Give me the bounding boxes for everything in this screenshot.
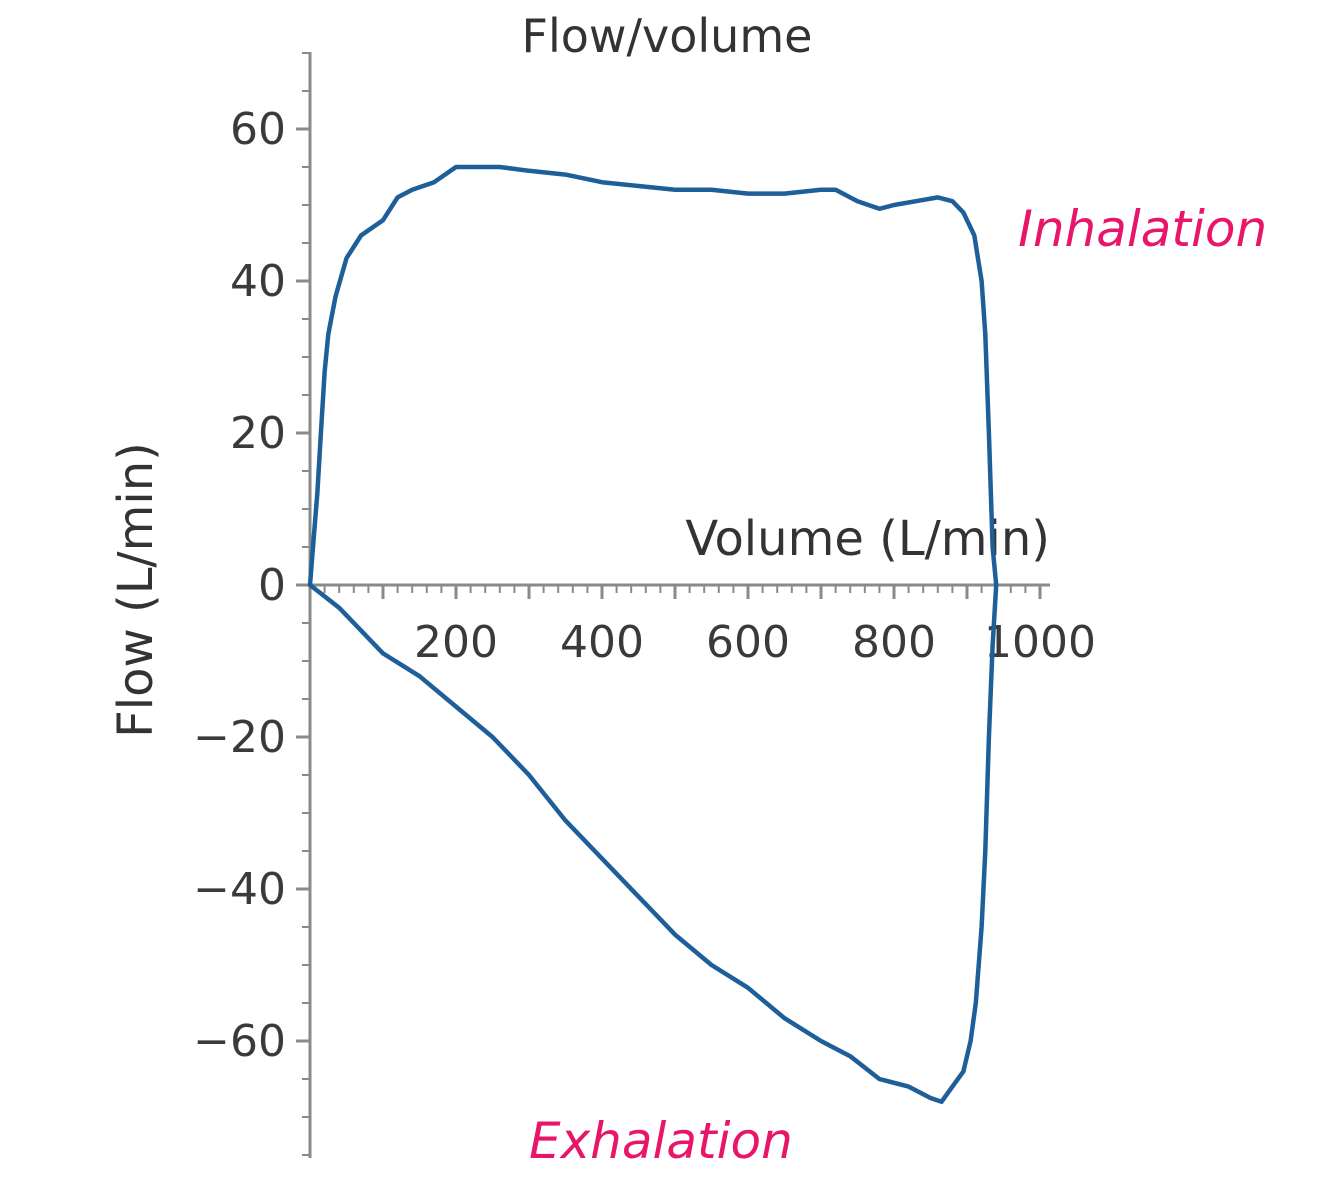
- chart-title: Flow/volume: [522, 9, 813, 63]
- x-tick-label: 800: [852, 617, 936, 668]
- annotation-label: Exhalation: [529, 1112, 793, 1170]
- annotation-label: Inhalation: [1018, 200, 1267, 258]
- y-tick-label: −40: [193, 864, 286, 915]
- x-axis-title: Volume (L/min): [685, 511, 1050, 567]
- y-axis-title: Flow (L/min): [108, 442, 164, 738]
- y-tick-label: −60: [193, 1016, 286, 1067]
- y-tick-label: −20: [193, 712, 286, 763]
- y-tick-label: 40: [230, 256, 286, 307]
- y-tick-label: 60: [230, 104, 286, 155]
- series-line: [307, 164, 999, 1105]
- x-tick-label: 400: [560, 617, 644, 668]
- annotations: Inhalation Exhalation: [529, 200, 1267, 1170]
- x-tick-label: 1000: [984, 617, 1096, 668]
- x-tick-label: 200: [414, 617, 498, 668]
- axes: [308, 52, 1050, 1158]
- y-tick-label: 0: [258, 560, 286, 611]
- y-tick-label: 20: [230, 408, 286, 459]
- series-layer: [307, 164, 999, 1105]
- x-tick-label: 600: [706, 617, 790, 668]
